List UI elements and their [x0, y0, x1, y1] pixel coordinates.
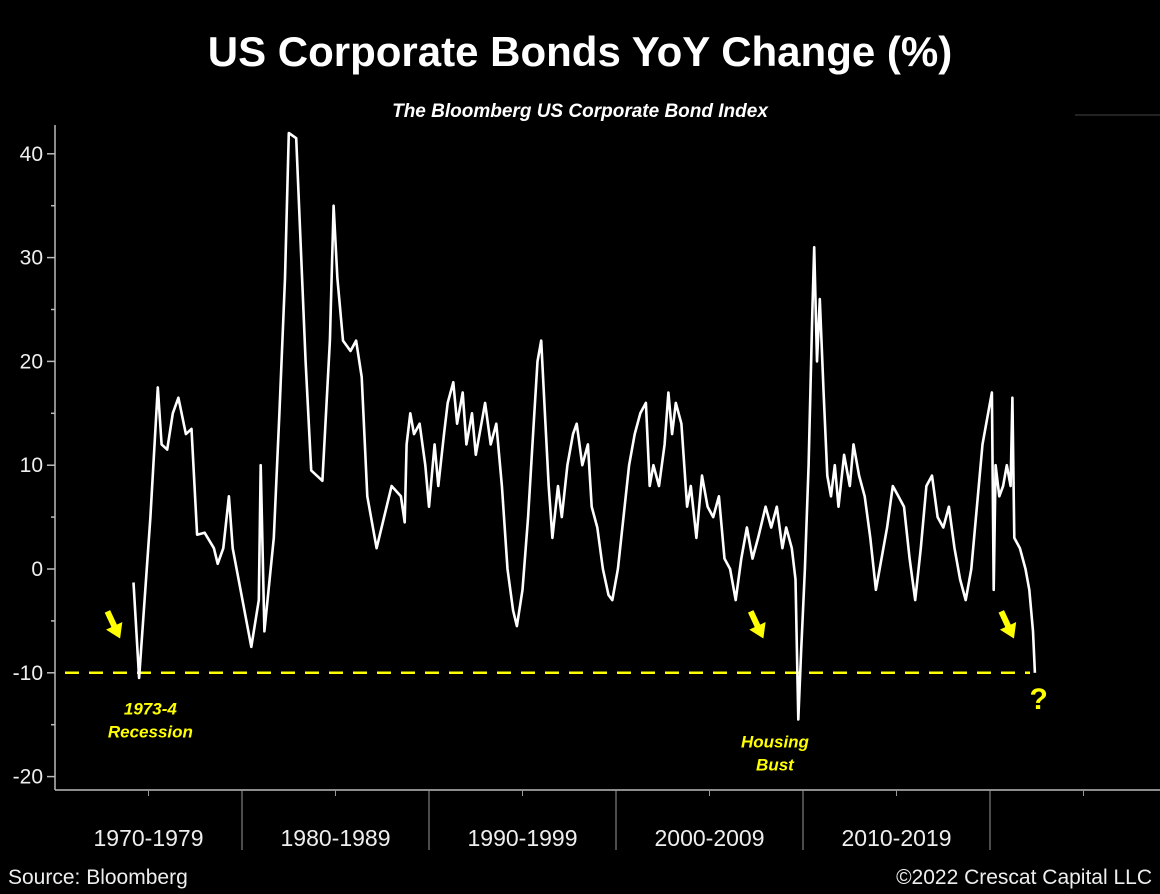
copyright-note: ©2022 Crescat Capital LLC [896, 866, 1152, 889]
series-line [132, 131, 1037, 721]
yellow-arrow-icon [104, 610, 123, 639]
yellow-arrow-icon [747, 610, 766, 639]
x-category-label: 1980-1989 [281, 825, 391, 851]
y-tick-label: 30 [20, 247, 43, 270]
y-tick-label: 40 [20, 143, 43, 166]
x-category-label: 2000-2009 [655, 825, 765, 851]
annotation-label: Housing [741, 733, 810, 752]
y-tick-label: -10 [13, 662, 43, 685]
y-tick-label: 10 [20, 454, 43, 477]
x-category-label: 1990-1999 [468, 825, 578, 851]
y-tick-label: 0 [31, 558, 43, 581]
annotation-label: Recession [108, 722, 193, 741]
chart-title: US Corporate Bonds YoY Change (%) [207, 28, 953, 75]
y-tick-label: -20 [13, 766, 43, 789]
annotation-label: 1973-4 [124, 699, 177, 718]
chart-subtitle: The Bloomberg US Corporate Bond Index [392, 101, 768, 122]
x-category-label: 1970-1979 [94, 825, 204, 851]
x-category-label: 2010-2019 [842, 825, 952, 851]
annotation-label: Bust [756, 756, 795, 775]
source-note: Source: Bloomberg [8, 866, 188, 889]
annotation-label: ? [1029, 683, 1047, 716]
yellow-arrow-icon [998, 610, 1017, 639]
y-tick-label: 20 [20, 350, 43, 373]
